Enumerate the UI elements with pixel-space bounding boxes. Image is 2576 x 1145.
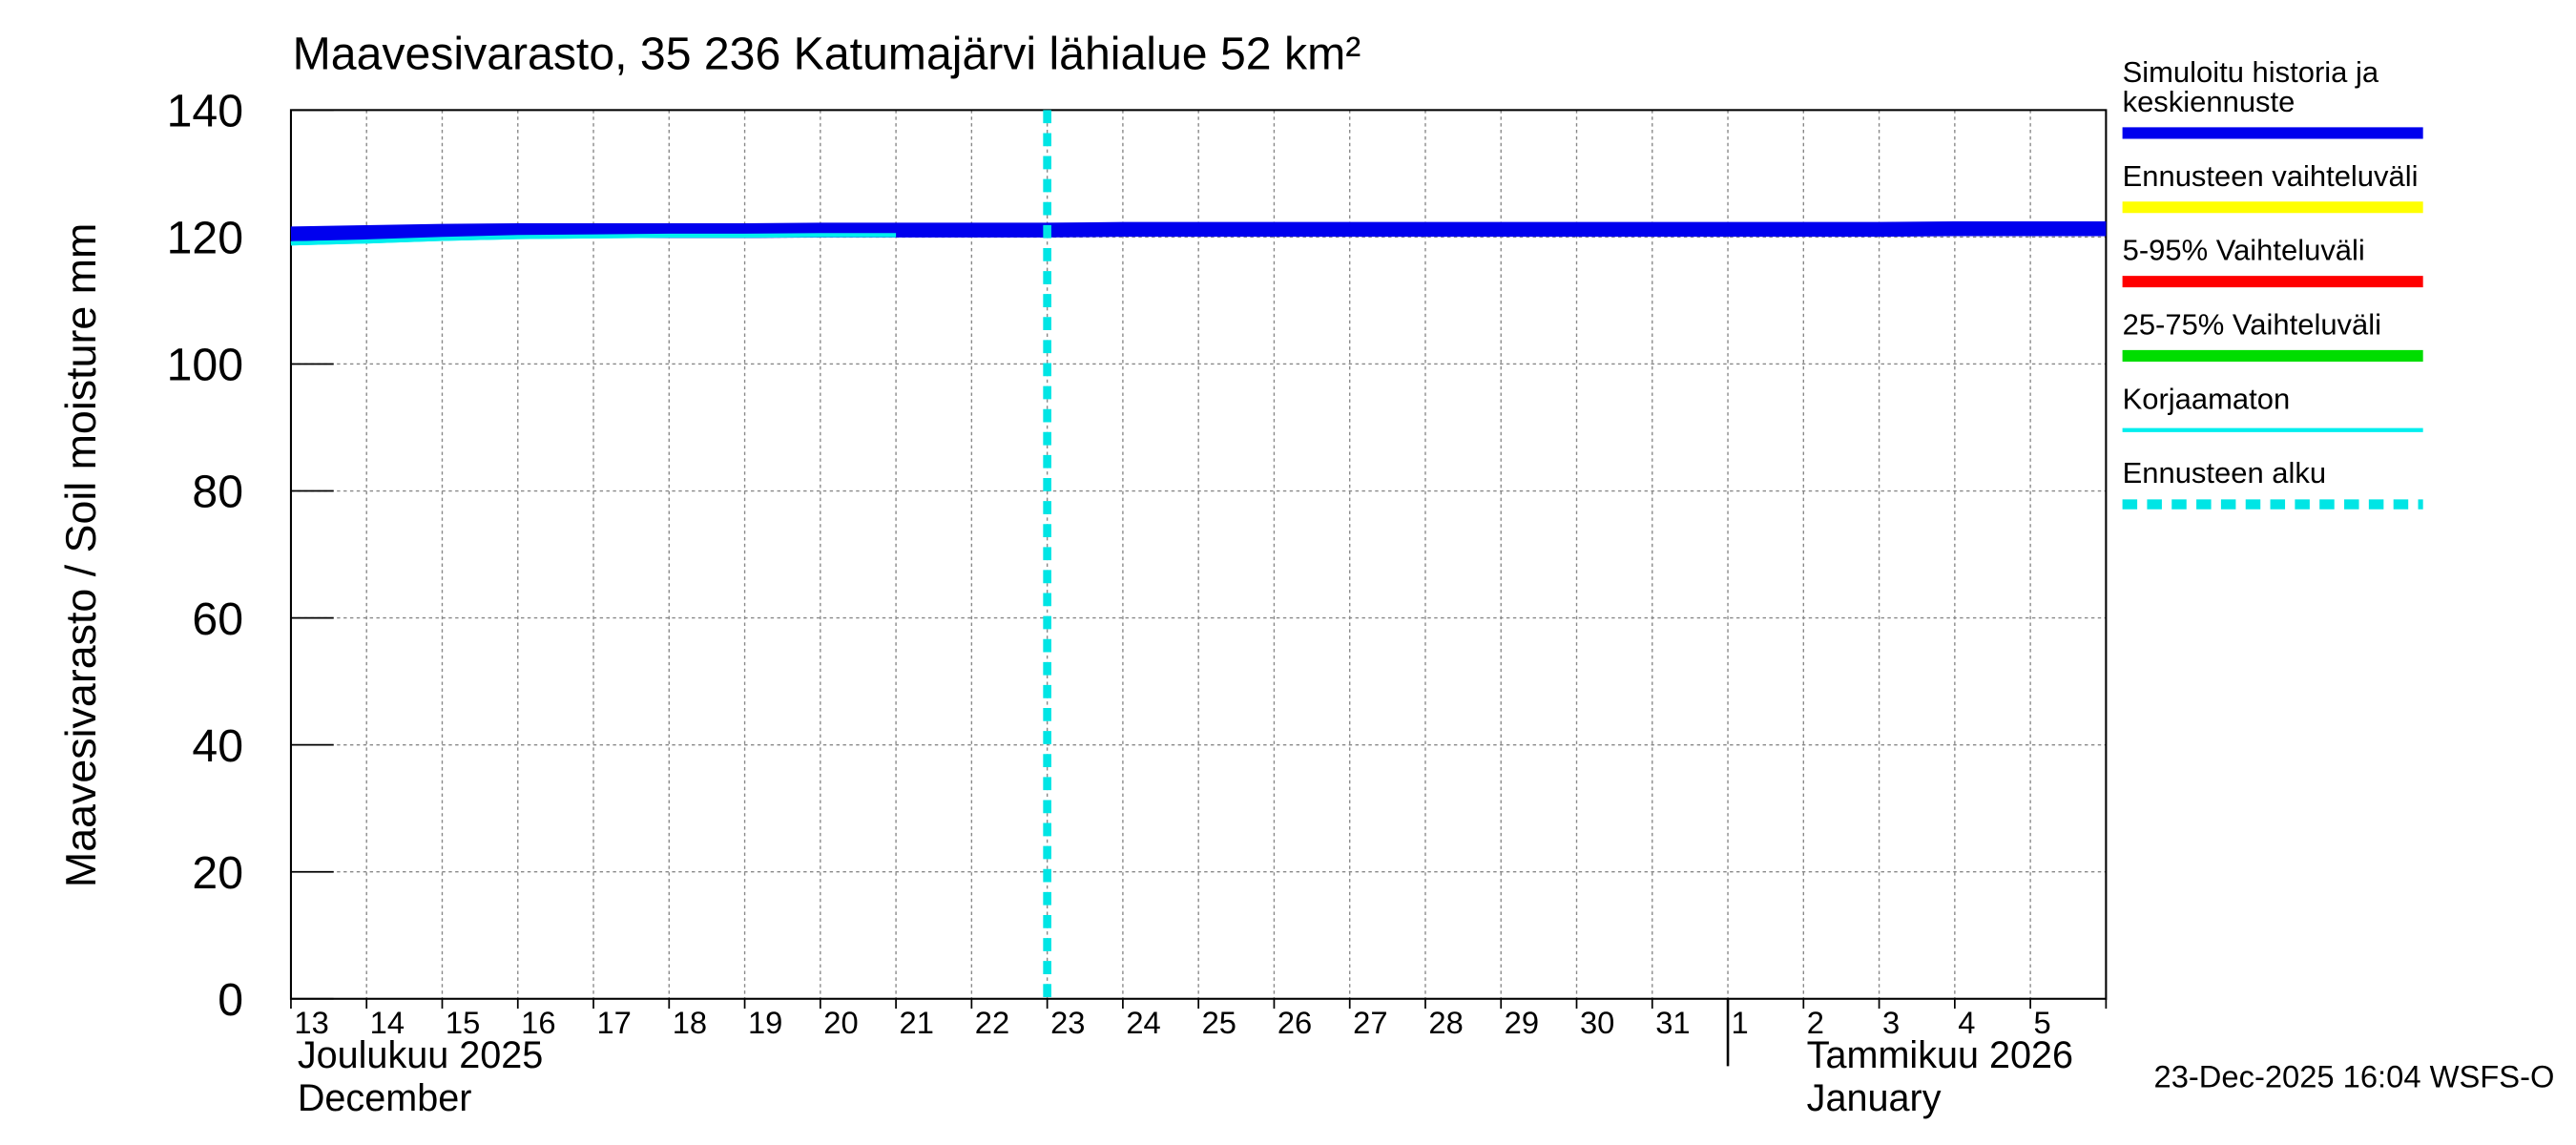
legend-label: Simuloitu historia ja keskiennuste [2123,55,2379,118]
x-tick-label: 25 [1202,1005,1236,1040]
x-tick-label: 16 [521,1005,555,1040]
legend-label: Korjaamaton [2123,382,2291,415]
y-tick-label: 140 [167,86,243,137]
x-tick-label: 21 [900,1005,934,1040]
series-line [290,221,2107,241]
chart-title: Maavesivarasto, 35 236 Katumajärvi lähia… [293,28,1361,79]
legend-label: 5-95% Vaihteluväli [2123,234,2365,267]
x-tick-label: 1 [1731,1005,1748,1040]
x-tick-label: 29 [1505,1005,1539,1040]
y-tick-label: 40 [192,720,243,772]
x-tick-label: 3 [1882,1005,1900,1040]
x-tick-label: 31 [1655,1005,1690,1040]
x-tick-label: 20 [823,1005,858,1040]
y-tick-label: 120 [167,213,243,264]
x-tick-label: 2 [1807,1005,1824,1040]
y-tick-label: 60 [192,593,243,645]
series-line [290,233,897,246]
x-tick-label: 4 [1958,1005,1975,1040]
month-label: Tammikuu 2026 [1807,1034,2073,1076]
month-label: December [298,1077,472,1119]
x-tick-label: 22 [975,1005,1009,1040]
x-tick-label: 15 [446,1005,480,1040]
y-tick-label: 80 [192,467,243,518]
legend-label: Ennusteen vaihteluväli [2123,159,2419,193]
legend-label: 25-75% Vaihteluväli [2123,308,2381,342]
x-tick-label: 28 [1428,1005,1463,1040]
month-label: January [1807,1077,1942,1119]
y-axis-label: Maavesivarasto / Soil moisture mm [57,223,105,887]
legend-label: Ennusteen alku [2123,456,2327,489]
x-tick-label: 5 [2034,1005,2051,1040]
y-tick-label: 20 [192,847,243,899]
x-tick-label: 24 [1126,1005,1160,1040]
legend-label-line: Simuloitu historia ja [2123,55,2379,89]
x-tick-label: 18 [673,1005,707,1040]
x-tick-label: 23 [1050,1005,1085,1040]
x-tick-label: 26 [1278,1005,1312,1040]
x-tick-label: 13 [294,1005,328,1040]
y-tick-label: 0 [218,974,243,1026]
timestamp: 23-Dec-2025 16:04 WSFS-O [2154,1059,2555,1094]
month-label: Joulukuu 2025 [298,1034,543,1076]
x-tick-label: 30 [1580,1005,1614,1040]
plot-frame [289,109,2108,1000]
legend-label-line: keskiennuste [2123,85,2296,118]
x-tick-label: 14 [370,1005,405,1040]
x-tick-label: 27 [1353,1005,1387,1040]
x-tick-label: 17 [596,1005,631,1040]
y-tick-label: 100 [167,340,243,391]
x-tick-label: 19 [748,1005,782,1040]
